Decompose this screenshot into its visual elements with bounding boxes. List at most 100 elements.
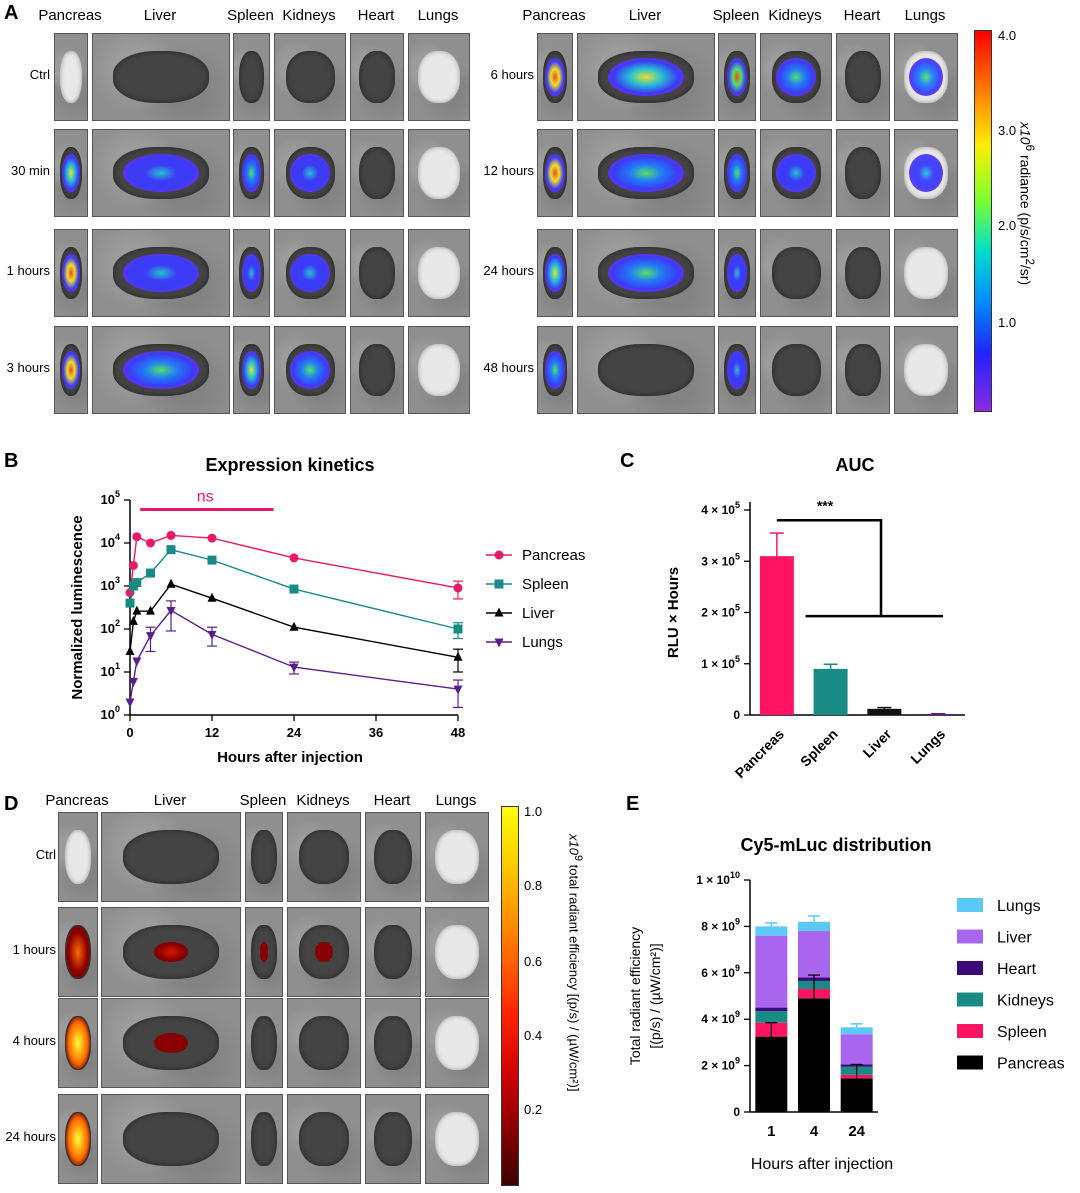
y-tick-label: 105: [101, 489, 120, 507]
a-organ-shape: [358, 51, 396, 103]
a-organ-shape: [285, 51, 335, 103]
a-organ-image: [408, 229, 470, 317]
data-point: [125, 598, 135, 608]
data-point: [453, 685, 463, 695]
a2-organ-image: [537, 229, 573, 317]
a2-organ-image: [537, 129, 573, 217]
a2-organ-image: [577, 326, 715, 414]
a-organ-header: Kidneys: [282, 7, 336, 24]
a2-organ-image: [760, 326, 832, 414]
y-tick-exponent: 9: [735, 1056, 740, 1066]
a-organ-shape: [113, 51, 209, 103]
a-organ-image: [54, 229, 88, 317]
legend-label: Spleen: [997, 1024, 1047, 1041]
data-point: [146, 568, 155, 578]
y-axis-label: Total radiant efficiency: [627, 927, 643, 1065]
a2-organ-shape: [844, 344, 882, 396]
a-organ-image: [54, 33, 88, 121]
a2-organ-image: [537, 326, 573, 414]
d-organ-image: [58, 907, 98, 997]
d-organ-header: Heart: [373, 792, 411, 809]
d-organ-image: [101, 907, 241, 997]
data-point: [166, 578, 176, 588]
data-point: [125, 698, 135, 708]
a2-signal-overlay: [545, 153, 565, 193]
a2-organ-shape: [771, 344, 821, 396]
y-tick-label: 102: [101, 618, 120, 636]
legend-label: Pancreas: [522, 547, 585, 564]
data-point: [289, 621, 299, 631]
a-signal-overlay: [241, 153, 262, 193]
a-organ-image: [92, 229, 230, 317]
legend-label: Lungs: [997, 898, 1041, 915]
a2-signal-overlay: [726, 350, 748, 390]
a-organ-image: [408, 326, 470, 414]
x-tick-label: 4: [810, 1123, 819, 1140]
data-point: [146, 605, 155, 615]
y-axis-label: [(p/s) / (µW/cm²)]: [647, 943, 663, 1048]
y-tick-label: 101: [101, 661, 120, 679]
y-tick-exponent: 10: [730, 870, 740, 880]
a-organ-image: [350, 229, 404, 317]
a2-organ-image: [894, 129, 958, 217]
d-signal-overlay: [66, 1113, 90, 1165]
y-tick-label: 4 × 109: [701, 1009, 740, 1026]
data-point: [207, 533, 217, 543]
a2-signal-overlay: [545, 253, 565, 293]
legend-swatch: [957, 1024, 983, 1038]
d-time-label: 24 hours: [5, 1129, 56, 1144]
colorbar-d-tick: 0.2: [524, 1102, 543, 1117]
stacked-bar-segment: [755, 926, 788, 936]
d-organ-image: [287, 812, 361, 902]
data-point: [132, 605, 142, 615]
y-tick-label: 4 × 105: [701, 500, 740, 517]
a2-organ-header: Lungs: [904, 7, 946, 24]
d-signal-overlay: [154, 942, 188, 962]
d-organ-image: [425, 907, 489, 997]
d-organ-image: [365, 1094, 421, 1184]
d-organ-image: [101, 998, 241, 1088]
y-tick-exponent: 5: [735, 603, 740, 613]
colorbar-d-tick: 0.8: [524, 878, 543, 893]
a-signal-overlay: [290, 253, 330, 293]
a2-organ-header: Pancreas: [522, 7, 586, 24]
data-point: [207, 630, 217, 640]
a2-organ-image: [718, 229, 756, 317]
chart-title: Expression kinetics: [205, 455, 374, 475]
a2-time-label: 12 hours: [483, 163, 534, 178]
x-axis-label: Hours after injection: [751, 1156, 893, 1173]
d-organ-shape: [122, 829, 220, 885]
y-tick-exponent: 5: [735, 551, 740, 561]
d-organ-header: Spleen: [239, 792, 287, 809]
y-axis-label: Normalized luminescence: [69, 515, 86, 699]
d-organ-image: [58, 812, 98, 902]
legend-swatch: [957, 929, 983, 944]
d-time-label: 4 hours: [12, 1033, 56, 1048]
significance-annotation: ***: [817, 497, 834, 513]
d-signal-overlay: [259, 942, 269, 962]
colorbar-a-tick: 1.0: [998, 315, 1017, 330]
stacked-bar-segment: [755, 1007, 788, 1012]
a2-signal-overlay: [607, 57, 685, 97]
legend-swatch: [957, 961, 983, 975]
legend-label: Kidneys: [997, 993, 1054, 1010]
a2-signal-overlay: [726, 153, 748, 193]
d-organ-image: [101, 812, 241, 902]
stacked-bar-segment: [755, 935, 788, 1008]
data-point: [166, 606, 176, 616]
d-organ-shape: [298, 1015, 350, 1071]
x-tick-label: Pancreas: [732, 726, 787, 781]
a-time-label: 1 hours: [6, 263, 50, 278]
a-signal-overlay: [241, 253, 262, 293]
d-organ-image: [287, 1094, 361, 1184]
data-point: [128, 560, 138, 570]
a2-organ-image: [718, 33, 756, 121]
a-organ-image: [92, 33, 230, 121]
d-organ-image: [365, 812, 421, 902]
auc-chart: AUC 0 1 × 105 2 × 105 3 × 105 4 × 105 RLU × Ho…: [665, 455, 965, 781]
y-tick-label: 6 × 109: [701, 963, 740, 980]
a2-organ-image: [577, 33, 715, 121]
a-organ-image: [408, 33, 470, 121]
colorbar-d-tick: 1.0: [524, 804, 543, 819]
